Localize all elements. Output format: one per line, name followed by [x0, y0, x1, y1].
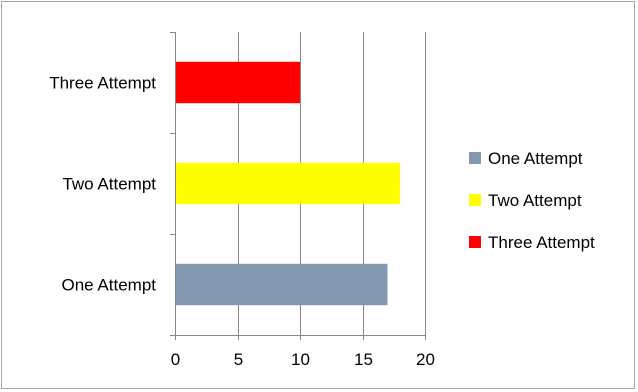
legend-swatch [469, 194, 481, 206]
axes: 0 5 10 15 20 One Attempt Two Attempt Three Atte… [49, 32, 435, 369]
x-tick-label: 20 [416, 350, 435, 369]
legend-label: Two Attempt [488, 191, 582, 210]
legend-item-two-attempt: Two Attempt [469, 191, 582, 210]
y-category-label: One Attempt [62, 276, 157, 295]
y-category-label: Two Attempt [62, 175, 156, 194]
x-tick-label: 0 [171, 350, 180, 369]
legend-item-one-attempt: One Attempt [469, 149, 583, 168]
bar-three-attempt [175, 61, 300, 104]
legend-swatch [469, 236, 481, 248]
legend-swatch [469, 152, 481, 164]
legend-label: One Attempt [488, 149, 583, 168]
x-tick-label: 15 [354, 350, 373, 369]
bar-two-attempt [175, 162, 400, 205]
bar-one-attempt [175, 263, 388, 306]
bars [175, 61, 400, 306]
y-category-label: Three Attempt [49, 74, 156, 93]
legend-item-three-attempt: Three Attempt [469, 233, 595, 252]
x-tick-label: 5 [234, 350, 243, 369]
legend-label: Three Attempt [488, 233, 595, 252]
x-tick-label: 10 [291, 350, 310, 369]
legend: One Attempt Two Attempt Three Attempt [469, 149, 595, 252]
